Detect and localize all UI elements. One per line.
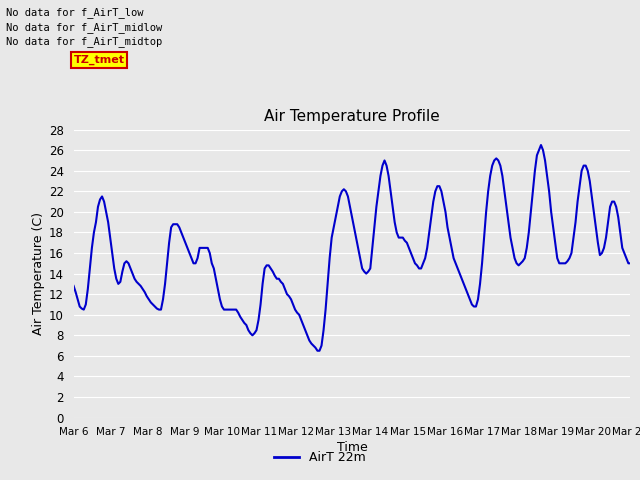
- Text: No data for f_AirT_midtop: No data for f_AirT_midtop: [6, 36, 163, 47]
- Legend: AirT 22m: AirT 22m: [269, 446, 371, 469]
- Text: No data for f_AirT_low: No data for f_AirT_low: [6, 7, 144, 18]
- Title: Air Temperature Profile: Air Temperature Profile: [264, 109, 440, 124]
- X-axis label: Time: Time: [337, 442, 367, 455]
- Y-axis label: Air Temperature (C): Air Temperature (C): [32, 212, 45, 335]
- Text: No data for f_AirT_midlow: No data for f_AirT_midlow: [6, 22, 163, 33]
- Text: TZ_tmet: TZ_tmet: [74, 55, 125, 65]
